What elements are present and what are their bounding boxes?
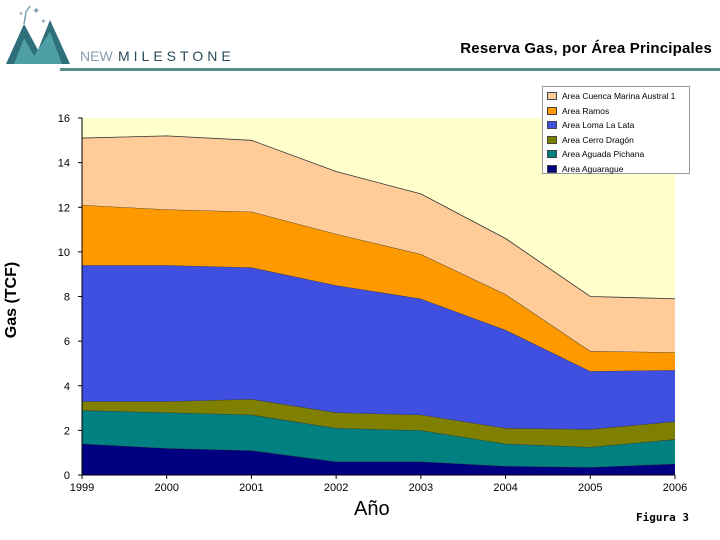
legend-label: Area Aguada Pichana: [562, 149, 645, 160]
area-series-2: [82, 410, 675, 468]
svg-text:✦: ✦: [40, 17, 47, 26]
chart-area: 0 2 4 6 8 10 12 14 16 1999 2000 2001 2002 2003 2004 200…: [22, 82, 695, 498]
svg-text:✦: ✦: [18, 10, 24, 18]
stacked-area-chart: 0 2 4 6 8 10 12 14 16 1999 2000 2001 2002 2003 2004 200…: [58, 113, 687, 494]
y-tick-label: 8: [64, 292, 70, 304]
y-tick-label: 4: [64, 381, 70, 393]
legend-label: Area Loma La Lata: [562, 120, 635, 131]
legend-swatch: [547, 121, 557, 130]
legend-label: Area Cerro Dragón: [562, 134, 634, 145]
y-tick-label: 16: [58, 113, 70, 125]
y-tick-label: 2: [64, 425, 70, 437]
area-series-4: [82, 265, 675, 430]
legend-item: Area Aguada Pichana: [547, 147, 685, 162]
x-tick-label: 2001: [239, 482, 263, 494]
x-tick-label: 1999: [70, 482, 94, 494]
area-series-1: [82, 443, 675, 475]
y-tick-label: 10: [58, 247, 70, 259]
chart-legend: Area Cuenca Marina Austral 1 Area Ramos Ar…: [542, 86, 690, 174]
area-series-5: [82, 205, 675, 372]
y-tick-label: 6: [64, 336, 70, 348]
milestone-mountain-icon: ✦ ✦ ✦: [6, 5, 70, 64]
svg-text:✦: ✦: [32, 6, 40, 17]
legend-swatch: [547, 92, 557, 101]
area-series-6: [82, 135, 675, 353]
x-tick-label: 2003: [409, 482, 433, 494]
legend-label: Area Cuenca Marina Austral 1: [562, 91, 676, 102]
legend-swatch: [547, 150, 557, 159]
legend-swatch: [547, 135, 557, 144]
header-divider: [60, 68, 720, 71]
y-tick-label: 12: [58, 202, 70, 214]
x-tick-label: 2000: [154, 482, 178, 494]
legend-label: Area Aguarague: [562, 163, 624, 174]
legend-swatch: [547, 164, 557, 173]
y-tick-label: 0: [64, 470, 70, 482]
legend-item: Area Aguarague: [547, 162, 685, 177]
x-tick-label: 2005: [578, 482, 602, 494]
x-axis-label: Año: [354, 498, 390, 520]
area-series-3: [82, 399, 675, 448]
x-tick-label: 2002: [324, 482, 348, 494]
brand-milestone: MILESTONE: [118, 48, 235, 64]
legend-item: Area Ramos: [547, 104, 685, 119]
y-axis-label: Gas (TCF): [3, 261, 20, 339]
page-title: Reserva Gas, por Área Principales: [460, 40, 712, 57]
legend-item: Area Loma La Lata: [547, 118, 685, 133]
legend-label: Area Ramos: [562, 105, 610, 116]
x-tick-label: 2006: [663, 482, 687, 494]
brand-new: NEW: [80, 48, 113, 64]
area-series-edge-6: [81, 135, 676, 300]
legend-swatch: [547, 106, 557, 115]
legend-item: Area Cuenca Marina Austral 1: [547, 89, 685, 104]
legend-item: Area Cerro Dragón: [547, 133, 685, 148]
y-tick-label: 14: [58, 158, 70, 170]
figure-label: Figura 3: [636, 511, 689, 524]
x-tick-label: 2004: [493, 482, 517, 494]
new-milestone-logo: ✦ ✦ ✦ NEW MILESTONE: [4, 2, 244, 70]
